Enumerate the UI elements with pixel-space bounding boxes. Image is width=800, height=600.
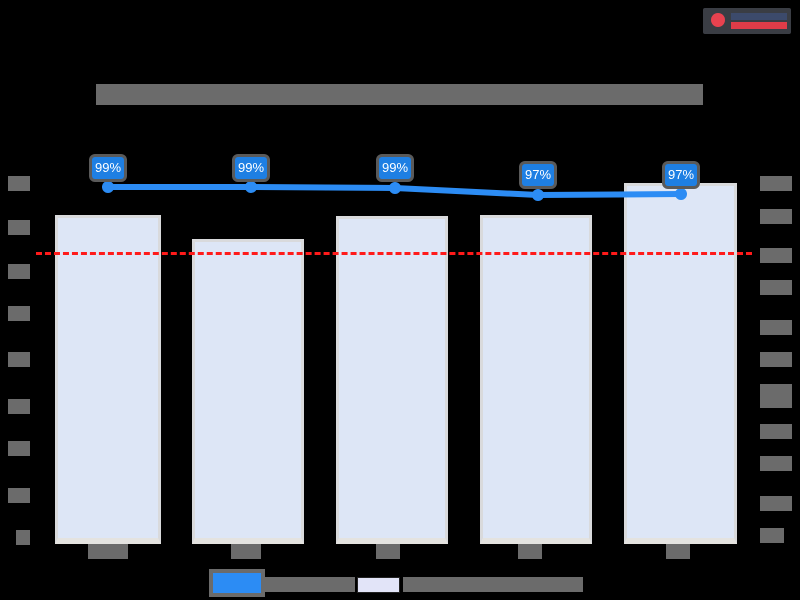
data-label-2020: 99% bbox=[235, 157, 267, 179]
data-label-2021: 99% bbox=[379, 157, 411, 179]
right-axis-tick-label bbox=[760, 248, 792, 263]
x-axis-label: 2022 bbox=[518, 544, 542, 559]
logo-circle-icon bbox=[711, 13, 725, 27]
bar-2019[interactable] bbox=[55, 215, 161, 544]
bar-2023[interactable] bbox=[624, 183, 737, 544]
left-axis-tick-label bbox=[8, 220, 30, 235]
legend-label-bar[interactable]: [redacted] bbox=[403, 577, 583, 592]
reference-line bbox=[36, 252, 752, 255]
left-axis-tick-label bbox=[8, 306, 30, 321]
data-label-2023: 97% bbox=[665, 164, 697, 186]
right-axis-tick-label bbox=[760, 424, 792, 439]
right-axis-tick-label bbox=[760, 176, 792, 191]
left-axis-tick-label bbox=[8, 352, 30, 367]
x-axis-label: 2019 bbox=[88, 544, 128, 559]
data-label-2022: 97% bbox=[522, 164, 554, 186]
right-axis-tick-label bbox=[760, 384, 792, 408]
left-axis-tick-label bbox=[8, 176, 30, 191]
right-axis-tick-label bbox=[760, 280, 792, 295]
left-axis-tick-label bbox=[8, 264, 30, 279]
x-axis-label: 2020 bbox=[231, 544, 261, 559]
bar-2020[interactable] bbox=[192, 239, 304, 544]
line-point-2020[interactable] bbox=[245, 181, 257, 193]
line-point-2023[interactable] bbox=[675, 188, 687, 200]
line-point-2022[interactable] bbox=[532, 189, 544, 201]
x-axis-label: 2021 bbox=[376, 544, 400, 559]
line-point-2021[interactable] bbox=[389, 182, 401, 194]
right-axis-tick-label bbox=[760, 528, 784, 543]
right-axis-tick-label bbox=[760, 352, 792, 367]
x-axis-label: 2023 bbox=[666, 544, 690, 559]
chart-title: [redacted chart title] bbox=[96, 84, 703, 105]
right-axis-tick-label bbox=[760, 320, 792, 335]
logo-wordmark-bottom bbox=[731, 22, 787, 29]
left-axis-tick-label bbox=[8, 488, 30, 503]
left-axis-tick-label bbox=[8, 441, 30, 456]
left-axis-tick-label bbox=[16, 530, 30, 545]
legend-swatch-line[interactable] bbox=[213, 573, 261, 593]
legend-swatch-bar[interactable] bbox=[357, 577, 400, 593]
right-axis-tick-label bbox=[760, 496, 792, 511]
data-label-2019: 99% bbox=[92, 157, 124, 179]
right-axis-tick-label bbox=[760, 456, 792, 471]
line-point-2019[interactable] bbox=[102, 181, 114, 193]
bar-2022[interactable] bbox=[480, 215, 592, 544]
left-axis-tick-label bbox=[8, 399, 30, 414]
bar-2021[interactable] bbox=[336, 216, 448, 544]
logo-wordmark-top bbox=[731, 13, 787, 20]
legend-label-line[interactable]: [redacted] bbox=[264, 577, 355, 592]
brand-logo bbox=[703, 8, 791, 34]
right-axis-tick-label bbox=[760, 209, 792, 224]
